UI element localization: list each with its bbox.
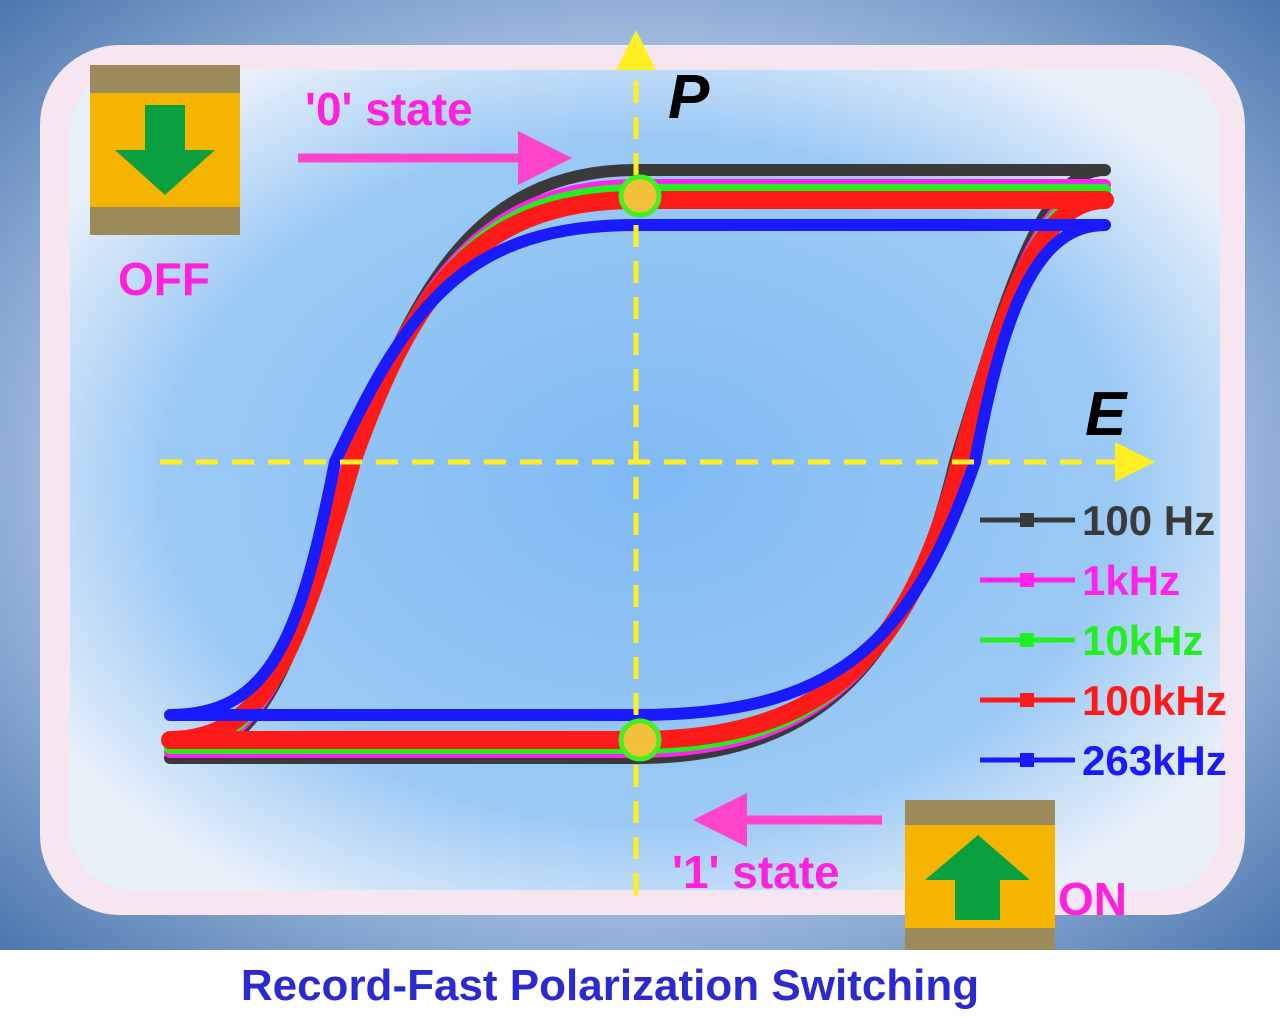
off-cell <box>90 65 240 235</box>
state-0-label: '0' state <box>305 83 473 135</box>
legend-label: 100kHz <box>1082 677 1227 724</box>
state-1-label: '1' state <box>672 846 840 898</box>
on-label: ON <box>1058 873 1127 925</box>
state-0-point <box>621 177 659 215</box>
legend-label: 100 Hz <box>1082 497 1215 544</box>
legend-label: 263kHz <box>1082 737 1227 784</box>
e-label: E <box>1085 380 1128 449</box>
p-label: P <box>668 63 710 132</box>
legend-marker <box>1020 633 1034 647</box>
state-1-point <box>621 721 659 759</box>
legend-marker <box>1020 513 1034 527</box>
on-cell <box>905 800 1055 950</box>
legend-marker <box>1020 573 1034 587</box>
legend-marker <box>1020 693 1034 707</box>
legend-label: 1kHz <box>1082 557 1180 604</box>
diagram: P E '0' state '1' state OFF ON 100 Hz 1kH… <box>0 0 1280 1012</box>
legend-label: 10kHz <box>1082 617 1203 664</box>
off-label: OFF <box>118 253 210 305</box>
legend-marker <box>1020 753 1034 767</box>
caption: Record-Fast Polarization Switching <box>241 961 979 1010</box>
